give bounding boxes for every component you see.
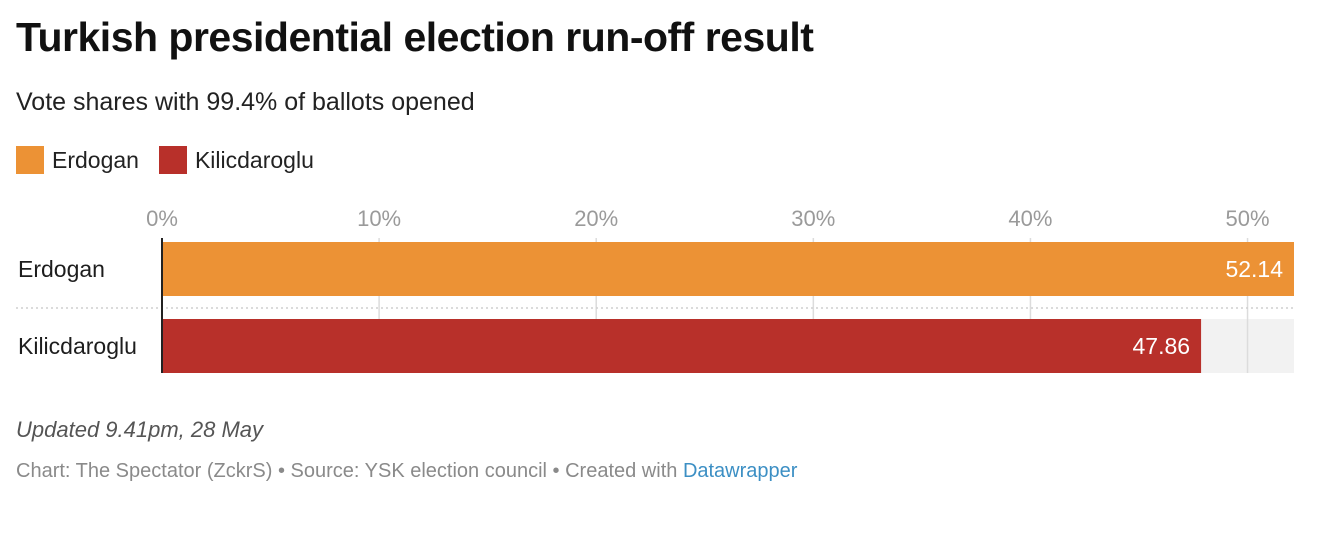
footer-separator: • [272,460,291,482]
legend-swatch-kilicdaroglu [158,146,187,174]
bar-kilicdaroglu [162,319,1202,373]
chart-title: Turkish presidential election run-off re… [16,14,814,60]
footer-separator-2: • [546,460,566,482]
datawrapper-link[interactable]: Datawrapper [682,460,798,482]
legend-swatch-erdogan [16,146,44,174]
bar-erdogan [162,242,1294,296]
x-tick-label-0: 0% [146,206,178,231]
category-label-erdogan: Erdogan [18,256,105,282]
value-label-kilicdaroglu: 47.86 [1133,333,1191,359]
bar-chart-svg: 0% 10% 20% 30% 40% 50% Erdogan 52.14 Kilicdarogl… [16,206,1294,373]
legend-item-kilicdaroglu: Kilicdaroglu [158,146,314,174]
footer-source: Source: YSK election council [290,460,547,482]
value-label-erdogan: 52.14 [1225,256,1283,282]
legend-label-erdogan: Erdogan [52,146,139,173]
chart-footer: Chart: The Spectator (ZckrS) • Source: Y… [16,460,797,483]
x-tick-label-40: 40% [1008,206,1052,231]
bar-chart: 0% 10% 20% 30% 40% 50% Erdogan 52.14 Kilicdarogl… [0,196,1326,391]
x-tick-label-50: 50% [1226,206,1270,231]
footer-created-with: Created with [565,460,683,482]
category-label-kilicdaroglu: Kilicdaroglu [18,333,137,359]
updated-note: Updated 9.41pm, 28 May [16,417,264,442]
legend-label-kilicdaroglu: Kilicdaroglu [194,146,314,173]
legend-item-erdogan: Erdogan [16,146,139,174]
chart-subtitle: Vote shares with 99.4% of ballots opened [16,88,475,116]
footer-credit: Chart: The Spectator (ZckrS) [16,460,273,482]
x-tick-label-10: 10% [357,206,401,231]
x-tick-label-20: 20% [574,206,618,231]
x-tick-label-30: 30% [791,206,835,231]
legend: Erdogan Kilicdaroglu [16,146,334,174]
